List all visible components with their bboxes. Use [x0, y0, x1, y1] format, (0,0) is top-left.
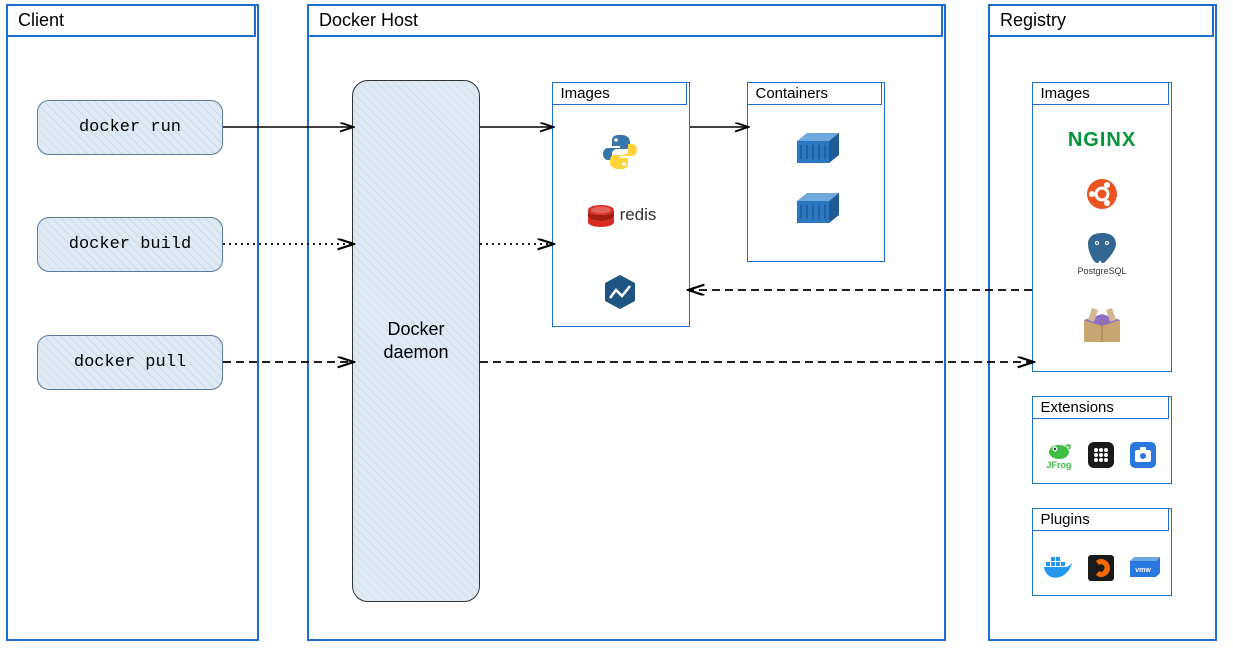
- ubuntu-icon: [1086, 178, 1118, 210]
- docker-build-label: docker build: [69, 235, 191, 254]
- host-containers-panel: Containers: [747, 82, 885, 262]
- jfrog-icon: JFrog: [1042, 436, 1076, 472]
- grid-icon: [1086, 440, 1116, 470]
- nginx-icon: NGINX: [1062, 128, 1142, 152]
- client-panel-title: Client: [6, 4, 256, 37]
- box-icon: [1078, 302, 1126, 346]
- postgres-icon: PostgreSQL: [1080, 228, 1124, 278]
- host-panel-title: Docker Host: [307, 4, 943, 37]
- docker-daemon-box: Dockerdaemon: [352, 80, 480, 602]
- host-containers-title: Containers: [747, 82, 882, 105]
- host-images-title: Images: [552, 82, 687, 105]
- docker-whale-icon: [1042, 553, 1076, 581]
- python-icon: [598, 130, 642, 174]
- registry-images-title: Images: [1032, 82, 1169, 105]
- docker-pull-label: docker pull: [74, 353, 186, 372]
- docker-daemon-label: Dockerdaemon: [383, 318, 448, 365]
- container-icon-2: [793, 188, 843, 228]
- vmware-icon: vmw: [1128, 553, 1162, 581]
- hex-icon: [598, 270, 642, 314]
- jfrog-label: JFrog: [1046, 460, 1071, 470]
- docker-run-label: docker run: [79, 118, 181, 137]
- docker-build-command: docker build: [37, 217, 223, 272]
- grafana-icon: [1086, 553, 1116, 583]
- registry-extensions-title: Extensions: [1032, 396, 1169, 419]
- redis-icon: redis: [576, 200, 666, 230]
- postgres-label: PostgreSQL: [1077, 266, 1126, 276]
- svg-text:vmw: vmw: [1135, 567, 1151, 574]
- docker-run-command: docker run: [37, 100, 223, 155]
- container-icon-1: [793, 128, 843, 168]
- registry-plugins-title: Plugins: [1032, 508, 1169, 531]
- scan-icon: [1128, 440, 1158, 470]
- registry-panel-title: Registry: [988, 4, 1214, 37]
- docker-pull-command: docker pull: [37, 335, 223, 390]
